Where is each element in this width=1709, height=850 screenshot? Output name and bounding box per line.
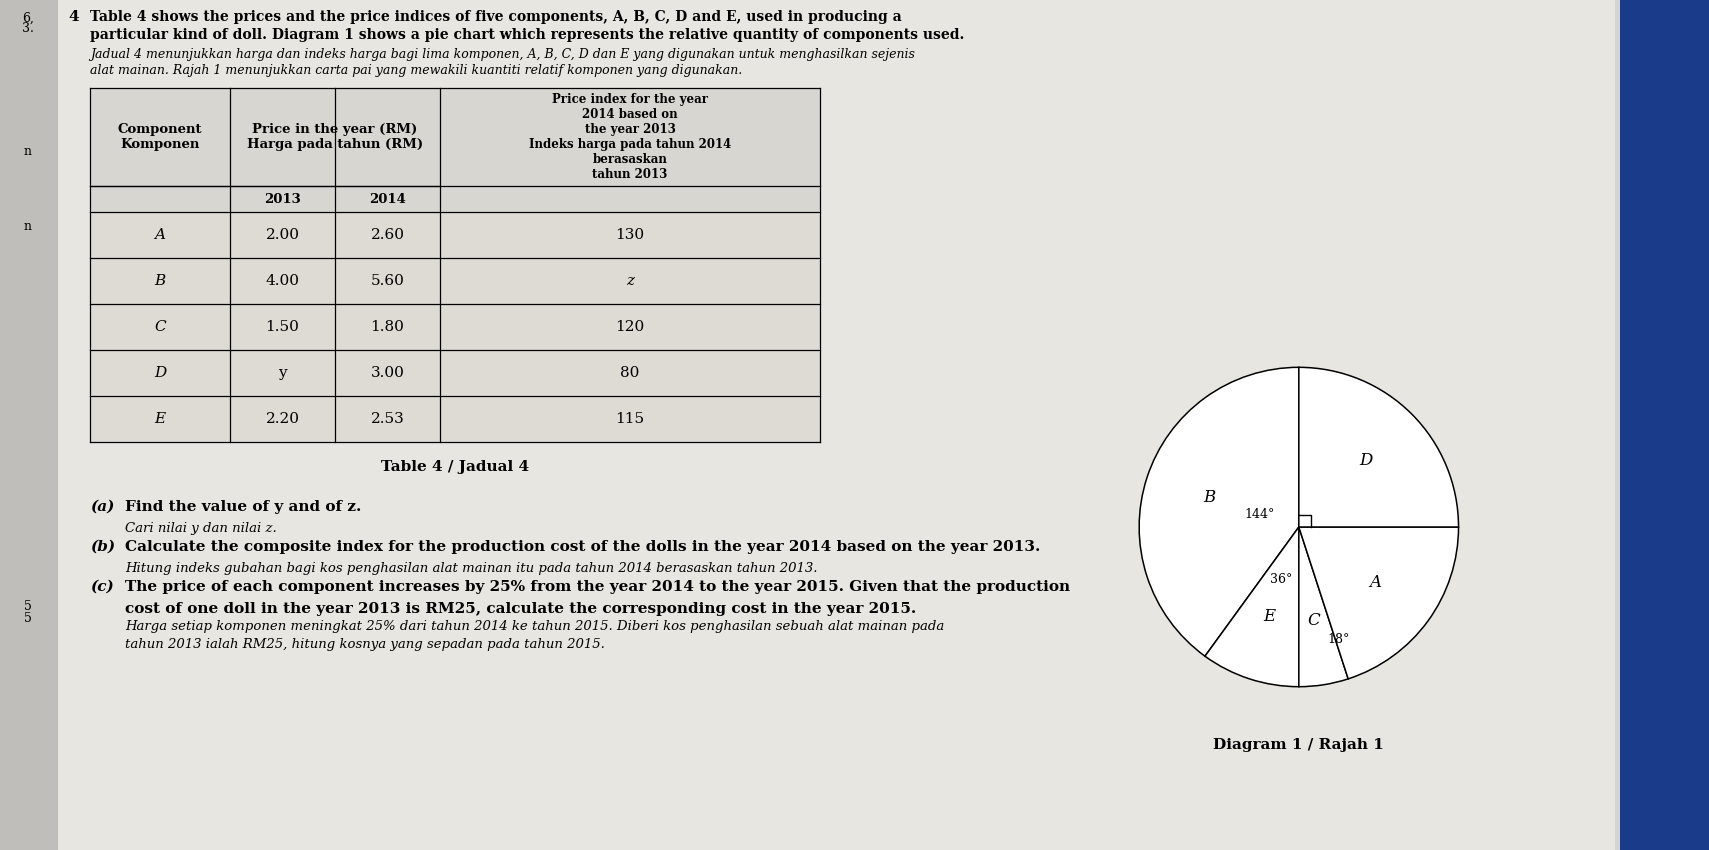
Text: A: A [154, 228, 166, 242]
Text: 5: 5 [24, 612, 32, 625]
Text: 2013: 2013 [265, 192, 301, 206]
Text: cost of one doll in the year 2013 is RM25, calculate the corresponding cost in t: cost of one doll in the year 2013 is RM2… [125, 602, 916, 616]
Text: Table 4 / Jadual 4: Table 4 / Jadual 4 [381, 460, 530, 474]
Bar [0, 0, 58, 850]
Text: Cari nilai y dan nilai z.: Cari nilai y dan nilai z. [125, 522, 277, 535]
Text: Calculate the composite index for the production cost of the dolls in the year 2: Calculate the composite index for the pr… [125, 540, 1041, 554]
Wedge shape [1299, 527, 1458, 679]
Text: 144°: 144° [1244, 507, 1275, 521]
Text: C: C [154, 320, 166, 334]
Text: Component
Komponen: Component Komponen [118, 123, 202, 151]
Wedge shape [1140, 367, 1299, 656]
Bar [91, 212, 820, 258]
Text: tahun 2013 ialah RM25, hitung kosnya yang sepadan pada tahun 2015.: tahun 2013 ialah RM25, hitung kosnya yan… [125, 638, 605, 651]
Text: alat mainan. Rajah 1 menunjukkan carta pai yang mewakili kuantiti relatif kompon: alat mainan. Rajah 1 menunjukkan carta p… [91, 64, 742, 77]
Text: Diagram 1 / Rajah 1: Diagram 1 / Rajah 1 [1213, 738, 1384, 752]
Text: Harga setiap komponen meningkat 25% dari tahun 2014 ke tahun 2015. Diberi kos pe: Harga setiap komponen meningkat 25% dari… [125, 620, 945, 633]
Wedge shape [1205, 527, 1299, 687]
Text: 3.: 3. [22, 22, 34, 35]
Text: D: D [1359, 451, 1372, 468]
Text: 2.00: 2.00 [265, 228, 299, 242]
Text: 1.50: 1.50 [265, 320, 299, 334]
Text: 5.60: 5.60 [371, 274, 405, 288]
Text: E: E [1263, 609, 1275, 626]
Bar [91, 350, 820, 396]
Text: (c): (c) [91, 580, 115, 594]
Text: Price in the year (RM)
Harga pada tahun (RM): Price in the year (RM) Harga pada tahun … [246, 123, 424, 151]
Text: 120: 120 [615, 320, 644, 334]
Text: 1.80: 1.80 [371, 320, 405, 334]
Text: D: D [154, 366, 166, 380]
Text: Find the value of y and of z.: Find the value of y and of z. [125, 500, 361, 514]
Text: 18°: 18° [1328, 633, 1350, 646]
Text: A: A [1369, 574, 1381, 591]
Text: 36°: 36° [1270, 573, 1292, 586]
Text: particular kind of doll. Diagram 1 shows a pie chart which represents the relati: particular kind of doll. Diagram 1 shows… [91, 28, 964, 42]
Text: 3.00: 3.00 [371, 366, 405, 380]
Text: Price index for the year
2014 based on
the year 2013
Indeks harga pada tahun 201: Price index for the year 2014 based on t… [528, 93, 731, 181]
Text: 4: 4 [68, 10, 79, 24]
Text: Table 4 shows the prices and the price indices of five components, A, B, C, D an: Table 4 shows the prices and the price i… [91, 10, 902, 24]
Bar [91, 304, 820, 350]
Text: The price of each component increases by 25% from the year 2014 to the year 2015: The price of each component increases by… [125, 580, 1070, 594]
Text: E: E [154, 412, 166, 426]
Text: 6,: 6, [22, 12, 34, 25]
Text: Hitung indeks gubahan bagi kos penghasilan alat mainan itu pada tahun 2014 beras: Hitung indeks gubahan bagi kos penghasil… [125, 562, 817, 575]
Text: 2014: 2014 [369, 192, 407, 206]
Text: 80: 80 [620, 366, 639, 380]
Text: 4.00: 4.00 [265, 274, 299, 288]
Text: z: z [625, 274, 634, 288]
Text: C: C [1307, 612, 1319, 629]
Text: n: n [24, 145, 32, 158]
Text: n: n [24, 220, 32, 233]
Text: B: B [154, 274, 166, 288]
Wedge shape [1299, 367, 1458, 527]
Text: 2.53: 2.53 [371, 412, 405, 426]
Bar [91, 258, 820, 304]
Text: 115: 115 [615, 412, 644, 426]
Bar [1620, 0, 1709, 850]
Text: 2.20: 2.20 [265, 412, 299, 426]
Text: (b): (b) [91, 540, 115, 554]
Text: Jadual 4 menunjukkan harga dan indeks harga bagi lima komponen, A, B, C, D dan E: Jadual 4 menunjukkan harga dan indeks ha… [91, 48, 914, 61]
Text: 2.60: 2.60 [371, 228, 405, 242]
Text: (a): (a) [91, 500, 115, 514]
Text: 5: 5 [24, 600, 32, 613]
Bar [91, 396, 820, 442]
Text: y: y [279, 366, 287, 380]
Bar [91, 88, 820, 442]
Text: B: B [1203, 490, 1215, 507]
Text: 130: 130 [615, 228, 644, 242]
Wedge shape [1299, 527, 1348, 687]
